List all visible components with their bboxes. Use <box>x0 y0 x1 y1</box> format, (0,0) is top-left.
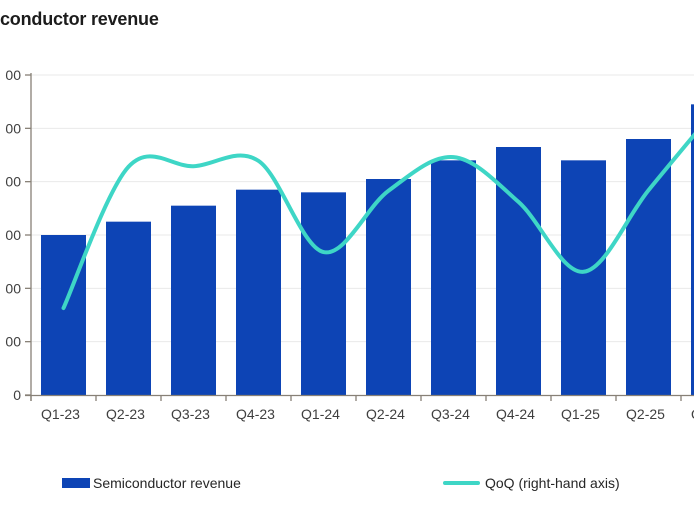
bar-q4-24 <box>496 147 541 395</box>
y-axis-label: 0 <box>13 387 21 403</box>
chart-title: conductor revenue <box>0 9 159 29</box>
x-axis-label: Q1-24 <box>301 406 340 422</box>
bar-q2-25 <box>626 139 671 395</box>
bar-q3-23 <box>171 205 216 395</box>
y-axis-label: 00 <box>5 334 21 350</box>
x-axis-label: Q3-24 <box>431 406 470 422</box>
bar-q1-23 <box>41 235 86 395</box>
bar-q4-23 <box>236 189 281 395</box>
x-axis-label: Q2-25 <box>626 406 665 422</box>
y-axis-label: 00 <box>5 67 21 83</box>
bar-q1-25 <box>561 160 606 395</box>
y-axis-label: 00 <box>5 174 21 190</box>
x-axis-label: Q1-25 <box>561 406 600 422</box>
x-axis-label: Q1-23 <box>41 406 80 422</box>
x-axis-label: Q2-23 <box>106 406 145 422</box>
qoq-line <box>61 132 694 311</box>
bar-q3-25 <box>691 104 694 395</box>
bar-series-swatch-icon <box>62 478 90 488</box>
x-axis-label: Q3-23 <box>171 406 210 422</box>
legend-label: QoQ (right-hand axis) <box>485 475 620 491</box>
bar-q2-24 <box>366 179 411 395</box>
line-series-swatch-icon <box>443 481 480 485</box>
bar-q1-24 <box>301 192 346 395</box>
y-axis-label: 00 <box>5 280 21 296</box>
bar-q3-24 <box>431 160 476 395</box>
legend-label: Semiconductor revenue <box>93 475 241 491</box>
x-axis-label: Q4-24 <box>496 406 535 422</box>
legend-item-qoq: QoQ (right-hand axis) <box>443 469 620 497</box>
bar-q2-23 <box>106 221 151 395</box>
y-axis-label: 00 <box>5 120 21 136</box>
chart-legend: Semiconductor revenue QoQ (right-hand ax… <box>0 469 694 497</box>
x-axis-label: Q2-24 <box>366 406 405 422</box>
legend-item-semiconductor-revenue: Semiconductor revenue <box>62 469 241 497</box>
x-axis-label: Q4-23 <box>236 406 275 422</box>
y-axis-label: 00 <box>5 227 21 243</box>
x-axis-label: Q3-25 <box>691 406 694 422</box>
